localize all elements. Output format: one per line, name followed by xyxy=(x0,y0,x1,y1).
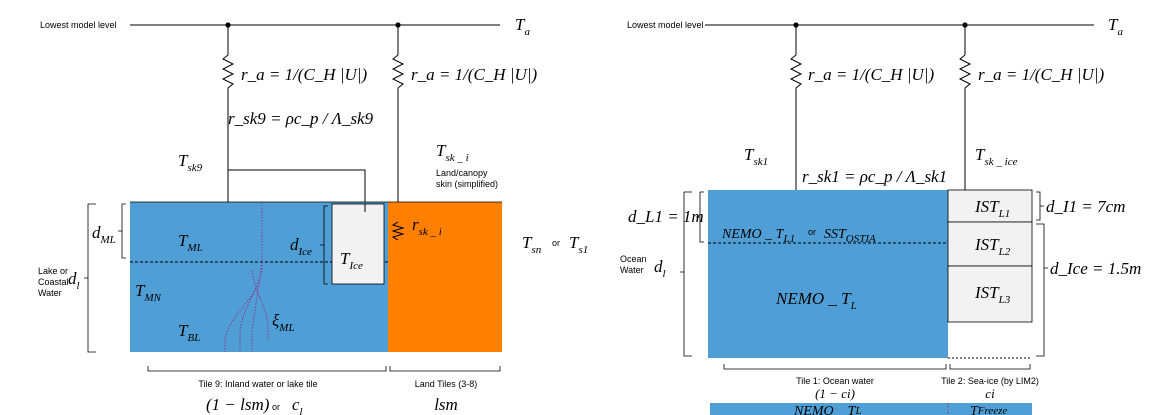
right-tsk-ice-label: Tsk _ ice xyxy=(975,145,1018,168)
right-dl1-bracket xyxy=(696,191,704,243)
left-dml-label: dML xyxy=(92,223,116,246)
right-lowest-level-label: Lowest model level xyxy=(627,20,704,30)
right-dl-bracket xyxy=(680,191,692,357)
left-dice-label: dIce xyxy=(290,235,312,258)
right-ci-label: ci xyxy=(985,386,995,401)
left-resistor-ra-1 xyxy=(221,54,235,89)
left-frac-or-label: or xyxy=(272,402,280,412)
left-panel: Lowest model level Ta r_a = 1/(C_H |U|) … xyxy=(38,15,588,415)
left-land-skin-label-1: Land/canopy xyxy=(436,168,488,178)
right-tile1-label: Tile 1: Ocean water xyxy=(796,376,874,386)
left-lake-label-2: Coastal xyxy=(38,277,69,287)
left-resistor-ra-2 xyxy=(391,54,405,89)
left-dl-bracket xyxy=(84,203,96,353)
right-ra-equation-1: r_a = 1/(C_H |U|) xyxy=(808,65,934,84)
right-bottom-strip xyxy=(710,403,1032,415)
right-sst-label: SSTOSTIA xyxy=(824,227,876,245)
left-tsk-i-label: Tsk _ i xyxy=(436,141,469,164)
left-lowest-level-label: Lowest model level xyxy=(40,20,117,30)
right-nemo-tl-bottom-label: NEMO _ TL xyxy=(793,404,862,415)
right-ocean-label-1: Ocean xyxy=(620,254,647,264)
right-ocean-block xyxy=(708,190,948,358)
right-ist3-label: ISTL3 xyxy=(974,283,1011,306)
left-resistor-rsk-i xyxy=(391,221,405,241)
left-tmn-label: TMN xyxy=(135,281,162,304)
right-ist2-label: ISTL2 xyxy=(974,235,1011,258)
right-rsk1-equation: r_sk1 = ρc_p / Λ_sk1 xyxy=(802,167,947,186)
left-tice-label: TIce xyxy=(340,249,363,272)
right-ist1-label: ISTL1 xyxy=(974,197,1010,220)
left-lake-label-1: Lake or xyxy=(38,266,68,276)
right-tile2-label: Tile 2: Sea-ice (by LIM2) xyxy=(941,376,1039,386)
left-dl-label: dl xyxy=(68,269,80,292)
left-cl-label: cl xyxy=(292,395,303,415)
left-land-skin-label-2: skin (simplified) xyxy=(436,179,498,189)
left-tile9-bracket xyxy=(147,366,387,372)
right-nemo-tl-label: NEMO _ TL xyxy=(775,289,857,312)
left-tsn-label: Tsn xyxy=(522,233,542,256)
right-dice-bracket xyxy=(1036,223,1048,357)
right-nemo-tl1-label: NEMO _ TL1 xyxy=(721,227,795,245)
right-ra-equation-2: r_a = 1/(C_H |U|) xyxy=(978,65,1104,84)
left-tile9-label: Tile 9: Inland water or lake tile xyxy=(198,379,317,389)
left-ice-box xyxy=(331,203,385,285)
right-ice-layer-2 xyxy=(947,221,1033,267)
left-lsm-label: lsm xyxy=(434,395,458,414)
left-land-tiles-bracket xyxy=(389,366,501,372)
left-xi-label: ξML xyxy=(272,311,295,334)
left-temperature-profile xyxy=(224,202,263,352)
right-ice-layer-3 xyxy=(947,265,1033,323)
right-di1-bracket xyxy=(1036,191,1044,221)
right-tile1-bracket xyxy=(723,364,947,370)
left-rsk-i-label: rsk _ i xyxy=(412,215,442,238)
left-tsk9-label: Tsk9 xyxy=(178,151,203,174)
left-tml-label: TML xyxy=(178,231,203,254)
left-or-label: or xyxy=(552,238,560,248)
left-land-tiles-label: Land Tiles (3-8) xyxy=(415,379,478,389)
left-tbl-label: TBL xyxy=(178,321,200,344)
left-rsk9-equation: r_sk9 = ρc_p / Λ_sk9 xyxy=(228,109,374,128)
left-land-block xyxy=(388,202,502,352)
right-resistor-ra-1 xyxy=(789,54,803,89)
right-frac-ci-label: (1 − ci) xyxy=(815,386,855,401)
left-frac-lsm-label: (1 − lsm) xyxy=(206,395,270,414)
right-tsk1-label: Tsk1 xyxy=(744,145,768,168)
right-tile2-bracket xyxy=(949,364,1031,370)
right-dl1-label: d_L1 = 1m xyxy=(628,207,704,226)
right-or-label: or xyxy=(808,227,816,237)
right-panel: Lowest model level Ta r_a = 1/(C_H |U|) … xyxy=(620,15,1141,415)
right-di1-label: d_I1 = 7cm xyxy=(1046,197,1125,216)
right-tfreeze-label: TFreeze xyxy=(970,404,1007,415)
left-ta-label: Ta xyxy=(515,15,530,38)
left-ts1-label: Ts1 xyxy=(569,233,588,256)
right-dl-label: dl xyxy=(654,257,666,280)
right-ocean-label-2: Water xyxy=(620,265,644,275)
left-ra-equation-2: r_a = 1/(C_H |U|) xyxy=(411,65,537,84)
left-lake-label-3: Water xyxy=(38,288,62,298)
right-resistor-ra-2 xyxy=(958,54,972,89)
right-ta-label: Ta xyxy=(1108,15,1123,38)
left-dice-bracket xyxy=(320,205,328,285)
left-ra-equation-1: r_a = 1/(C_H |U|) xyxy=(241,65,367,84)
left-dml-bracket xyxy=(118,203,126,259)
right-dice-label: d_Ice = 1.5m xyxy=(1050,259,1141,278)
